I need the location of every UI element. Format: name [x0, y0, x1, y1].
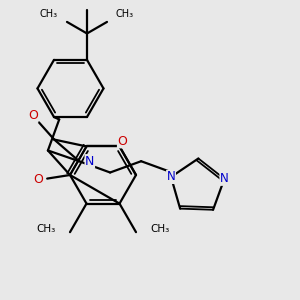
Text: N: N	[220, 172, 229, 185]
Text: CH₃: CH₃	[37, 224, 56, 234]
Text: O: O	[28, 109, 38, 122]
Text: CH₃: CH₃	[40, 9, 58, 19]
Text: N: N	[167, 170, 176, 183]
Text: O: O	[118, 135, 128, 148]
Text: O: O	[33, 173, 43, 187]
Text: CH₃: CH₃	[150, 224, 169, 234]
Text: CH₃: CH₃	[116, 9, 134, 19]
Text: N: N	[85, 155, 94, 168]
